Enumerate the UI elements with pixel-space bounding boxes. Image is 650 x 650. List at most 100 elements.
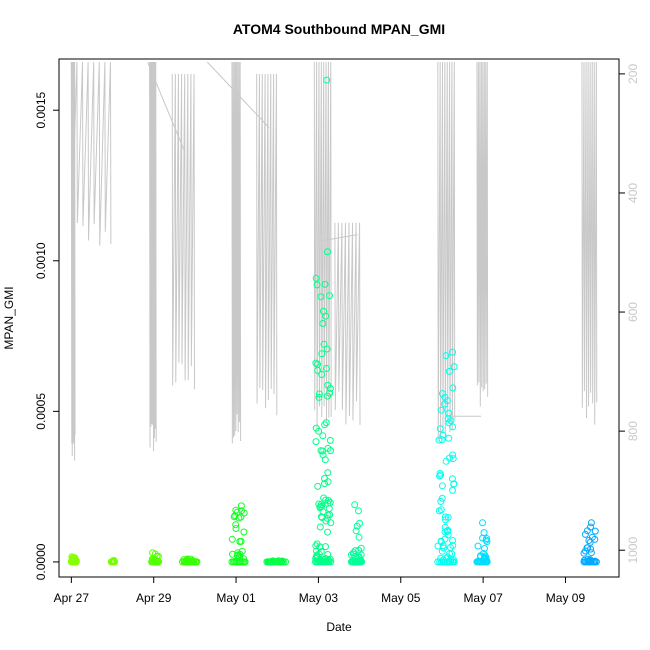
data-point: [450, 363, 458, 371]
data-point: [322, 419, 330, 427]
data-point: [238, 507, 246, 515]
data-point: [437, 506, 445, 514]
x-axis-label: Date: [326, 620, 352, 634]
data-point: [319, 432, 327, 440]
data-point: [315, 390, 323, 398]
data-point: [193, 558, 201, 566]
data-point: [586, 538, 594, 546]
data-point: [483, 558, 491, 566]
data-point: [312, 359, 320, 367]
x-tick-label: May 03: [299, 591, 339, 605]
data-point: [232, 525, 240, 532]
data-point: [445, 409, 453, 417]
data-point: [436, 425, 444, 433]
x-tick-label: May 01: [216, 591, 256, 605]
data-point: [446, 544, 454, 551]
x-axis: Apr 27 Apr 29 May 01 May 03 May 05 May 07 May …: [54, 576, 586, 605]
data-point: [438, 547, 446, 555]
data-point: [111, 558, 119, 566]
y-tick-label: 0.0005: [34, 393, 48, 430]
data-point: [449, 348, 456, 356]
data-point: [440, 544, 448, 552]
pressure-profile-7: [334, 222, 361, 425]
data-point: [316, 504, 324, 512]
y-axis: 0.0000 0.0005 0.0010 0.0015: [34, 92, 60, 580]
y-tick-label: 0.0010: [34, 242, 48, 279]
data-point: [449, 537, 457, 544]
pressure-connector-1: [206, 61, 270, 128]
data-point: [320, 307, 327, 315]
data-point: [441, 400, 449, 408]
data-point: [439, 390, 446, 398]
data-point: [72, 558, 80, 566]
data-point: [355, 533, 363, 541]
x-tick-label: Apr 27: [54, 591, 90, 605]
data-point: [474, 542, 482, 550]
y2-tick-label: 800: [626, 421, 640, 441]
data-point: [314, 482, 322, 490]
data-point: [591, 527, 599, 535]
data-point: [313, 547, 320, 555]
data-point: [241, 558, 249, 566]
data-point: [327, 519, 335, 527]
chart-title: ATOM4 Southbound MPAN_GMI: [233, 21, 445, 37]
data-point: [313, 540, 321, 548]
data-point: [587, 545, 595, 553]
data-point: [316, 523, 324, 531]
pressure-profile-4: [231, 61, 242, 444]
data-point: [326, 436, 334, 444]
y2-tick-label: 200: [626, 64, 640, 84]
data-point: [449, 384, 457, 392]
data-point: [278, 557, 286, 565]
data-point: [322, 517, 330, 525]
pressure-profile-layer: [70, 61, 598, 461]
data-point: [324, 528, 332, 536]
x-tick-label: May 09: [546, 591, 586, 605]
data-point: [317, 548, 325, 556]
data-point-outlier: [323, 248, 331, 256]
data-point: [441, 393, 449, 401]
data-point: [231, 512, 239, 520]
data-point: [228, 535, 236, 543]
data-point: [324, 469, 332, 477]
pressure-profile-3: [171, 73, 195, 390]
data-point: [240, 528, 248, 536]
y2-tick-label: 1000: [626, 537, 640, 564]
data-point: [481, 545, 488, 552]
data-point: [318, 371, 326, 378]
data-point: [587, 519, 595, 527]
data-point: [282, 558, 289, 566]
data-point: [233, 551, 241, 559]
data-point: [442, 352, 450, 360]
y-tick-label: 0.0000: [34, 543, 48, 580]
data-point: [437, 498, 445, 505]
data-point: [238, 547, 246, 555]
data-point: [441, 513, 449, 521]
data-point: [326, 292, 333, 300]
data-point: [353, 522, 361, 530]
data-point: [445, 434, 453, 442]
data-point: [321, 280, 329, 288]
data-point: [444, 526, 452, 534]
pressure-profile-8: [437, 61, 456, 442]
data-point: [318, 350, 326, 358]
data-point: [352, 527, 360, 535]
data-point: [230, 513, 238, 521]
pressure-connector-0: [147, 61, 186, 152]
data-point: [326, 499, 334, 507]
data-point: [358, 558, 366, 566]
right-pressure-axis: 200 400 600 800 1000: [618, 64, 640, 564]
data-point: [438, 494, 446, 502]
data-point: [587, 549, 595, 557]
data-point: [232, 521, 240, 529]
data-point: [277, 558, 285, 566]
data-point: [315, 427, 323, 435]
data-point-outlier: [323, 76, 331, 84]
data-point: [149, 549, 157, 557]
data-point: [450, 480, 458, 488]
data-point: [324, 478, 332, 486]
data-point: [321, 480, 328, 488]
data-point: [449, 486, 456, 494]
data-point: [326, 511, 334, 519]
